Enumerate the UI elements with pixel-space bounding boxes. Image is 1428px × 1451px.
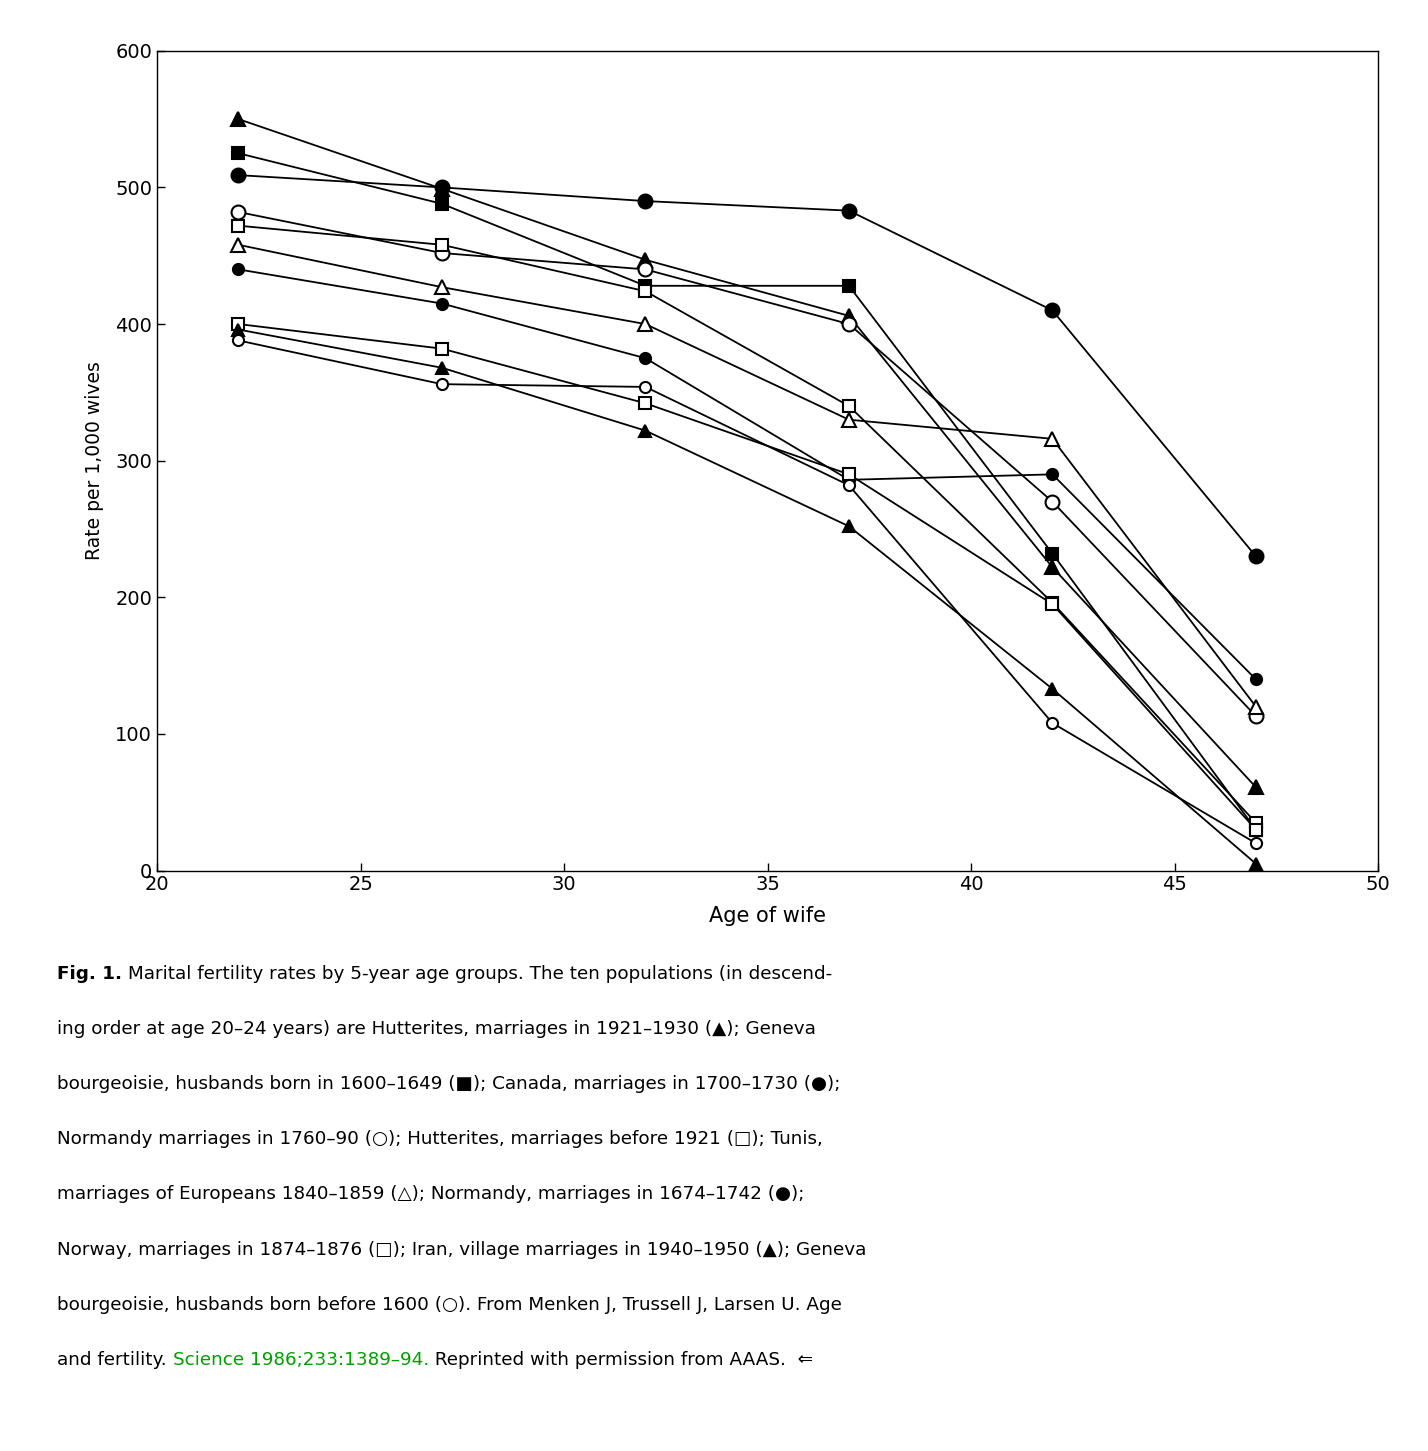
Text: bourgeoisie, husbands born before 1600 (○). From Menken J, Trussell J, Larsen U.: bourgeoisie, husbands born before 1600 (… <box>57 1296 843 1313</box>
Text: marriages of Europeans 1840–1859 (△); Normandy, marriages in 1674–1742 (●);: marriages of Europeans 1840–1859 (△); No… <box>57 1185 804 1203</box>
Text: Fig. 1.: Fig. 1. <box>57 965 123 982</box>
Text: Fig. 1.: Fig. 1. <box>57 965 123 982</box>
Text: Norway, marriages in 1874–1876 (□); Iran, village marriages in 1940–1950 (▲); Ge: Norway, marriages in 1874–1876 (□); Iran… <box>57 1241 867 1258</box>
Text: ing order at age 20–24 years) are Hutterites, marriages in 1921–1930 (▲); Geneva: ing order at age 20–24 years) are Hutter… <box>57 1020 815 1037</box>
Text: Science 1986;233:1389–94.: Science 1986;233:1389–94. <box>173 1351 428 1368</box>
X-axis label: Age of wife: Age of wife <box>710 905 825 926</box>
Text: and fertility.: and fertility. <box>57 1351 173 1368</box>
Text: bourgeoisie, husbands born in 1600–1649 (■); Canada, marriages in 1700–1730 (●);: bourgeoisie, husbands born in 1600–1649 … <box>57 1075 841 1093</box>
Y-axis label: Rate per 1,000 wives: Rate per 1,000 wives <box>86 361 104 560</box>
Text: Marital fertility rates by 5-year age groups. The ten populations (in descend-: Marital fertility rates by 5-year age gr… <box>129 965 833 982</box>
Text: Reprinted with permission from AAAS.  ⇐: Reprinted with permission from AAAS. ⇐ <box>428 1351 813 1368</box>
Text: Normandy marriages in 1760–90 (○); Hutterites, marriages before 1921 (□); Tunis,: Normandy marriages in 1760–90 (○); Hutte… <box>57 1130 823 1148</box>
